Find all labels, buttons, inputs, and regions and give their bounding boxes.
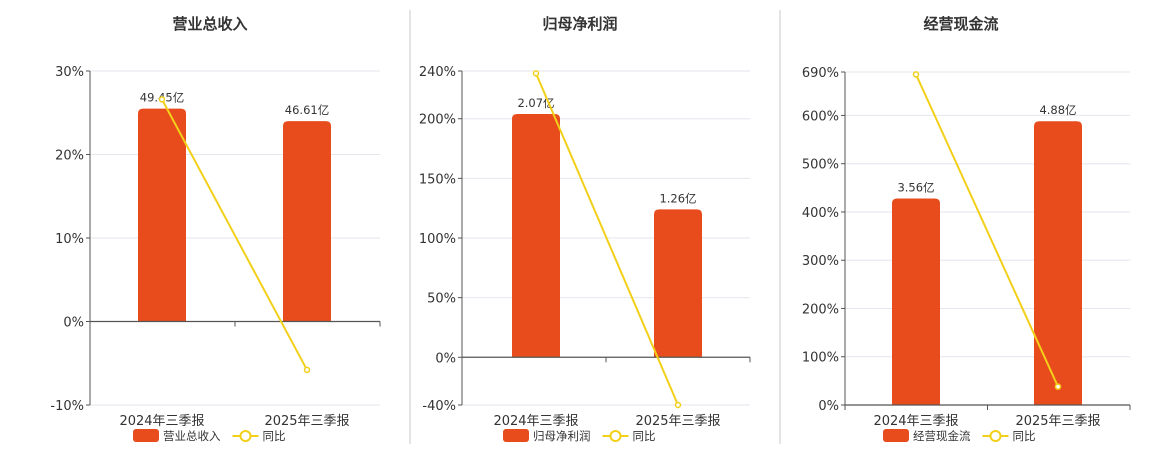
yoy-line xyxy=(535,72,679,406)
chart-title: 营业总收入 xyxy=(172,15,247,33)
yoy-point xyxy=(1054,383,1062,390)
y-tick-label: 50% xyxy=(427,292,456,307)
y-tick-label: 10% xyxy=(55,232,84,247)
bar-data-label: 3.56亿 xyxy=(897,180,934,194)
yoy-line xyxy=(915,73,1059,388)
chart-panel-2: 归母净利润 240% 200% 150% 100% 50% 0% -40% 2.07亿 1.26亿… xyxy=(419,15,751,443)
y-tick-label: -10% xyxy=(50,399,84,414)
y-tick-label: 200% xyxy=(419,113,456,128)
y-tick-label: 300% xyxy=(802,254,839,269)
yoy-line xyxy=(161,98,308,371)
legend-line-label: 同比 xyxy=(633,429,656,443)
yoy-point xyxy=(532,70,540,77)
y-tick-label: 100% xyxy=(802,351,839,366)
x-category-label: 2025年三季报 xyxy=(635,414,720,429)
legend-line-marker xyxy=(609,430,622,442)
chart-panel-3: 经营现金流 690% 600% 500% 400% 300% 200% 100% 0% 3.56亿… xyxy=(802,15,1131,443)
bar-data-label: 4.88亿 xyxy=(1039,103,1076,117)
yoy-point xyxy=(158,96,166,103)
y-tick-label: 240% xyxy=(419,65,456,80)
y-tick-label: 0% xyxy=(818,399,839,414)
y-tick-label: 0% xyxy=(63,316,84,331)
bar xyxy=(892,198,940,405)
y-tick-label: 0% xyxy=(435,351,456,366)
legend-bar-label: 归母净利润 xyxy=(533,429,591,443)
bar xyxy=(138,108,186,322)
x-category-label: 2024年三季报 xyxy=(493,414,578,429)
y-tick-label: 200% xyxy=(802,302,839,317)
x-category-label: 2025年三季报 xyxy=(264,414,349,429)
legend-bar-swatch xyxy=(133,429,159,442)
yoy-point xyxy=(912,71,920,78)
legend-bar-label: 经营现金流 xyxy=(913,429,971,443)
chart-title: 经营现金流 xyxy=(923,15,998,33)
legend-bar-label: 营业总收入 xyxy=(163,429,221,443)
x-category-label: 2025年三季报 xyxy=(1015,414,1100,429)
y-tick-label: 30% xyxy=(55,65,84,80)
bar xyxy=(1034,121,1082,406)
bar xyxy=(512,113,560,358)
legend-bar-swatch xyxy=(503,429,529,442)
yoy-point xyxy=(303,366,311,374)
y-tick-label: 400% xyxy=(802,206,839,221)
bar-data-label: 46.61亿 xyxy=(285,103,329,117)
y-tick-label: 500% xyxy=(802,158,839,173)
bar-data-label: 2.07亿 xyxy=(517,96,554,110)
yoy-point xyxy=(674,401,682,409)
chart-panel-1: 营业总收入30%20%10%0%-10%49.45亿46.61亿2024年三季报… xyxy=(50,15,381,443)
chart-title: 归母净利润 xyxy=(542,15,617,33)
legend-bar-swatch xyxy=(883,429,909,442)
y-tick-label: 20% xyxy=(55,149,84,164)
bar xyxy=(654,209,702,358)
x-category-label: 2024年三季报 xyxy=(873,414,958,429)
x-category-label: 2024年三季报 xyxy=(119,414,204,429)
y-tick-label: 100% xyxy=(419,232,456,247)
y-tick-label: 690% xyxy=(802,66,839,81)
y-tick-label: -40% xyxy=(422,399,456,414)
legend-line-label: 同比 xyxy=(263,429,286,443)
y-tick-label: 150% xyxy=(419,172,456,187)
bar xyxy=(283,121,331,322)
y-tick-label: 600% xyxy=(802,109,839,124)
bar-data-label: 1.26亿 xyxy=(659,191,696,205)
legend-line-label: 同比 xyxy=(1013,429,1036,443)
legend-line-marker xyxy=(239,430,252,442)
legend-line-marker xyxy=(989,430,1002,442)
